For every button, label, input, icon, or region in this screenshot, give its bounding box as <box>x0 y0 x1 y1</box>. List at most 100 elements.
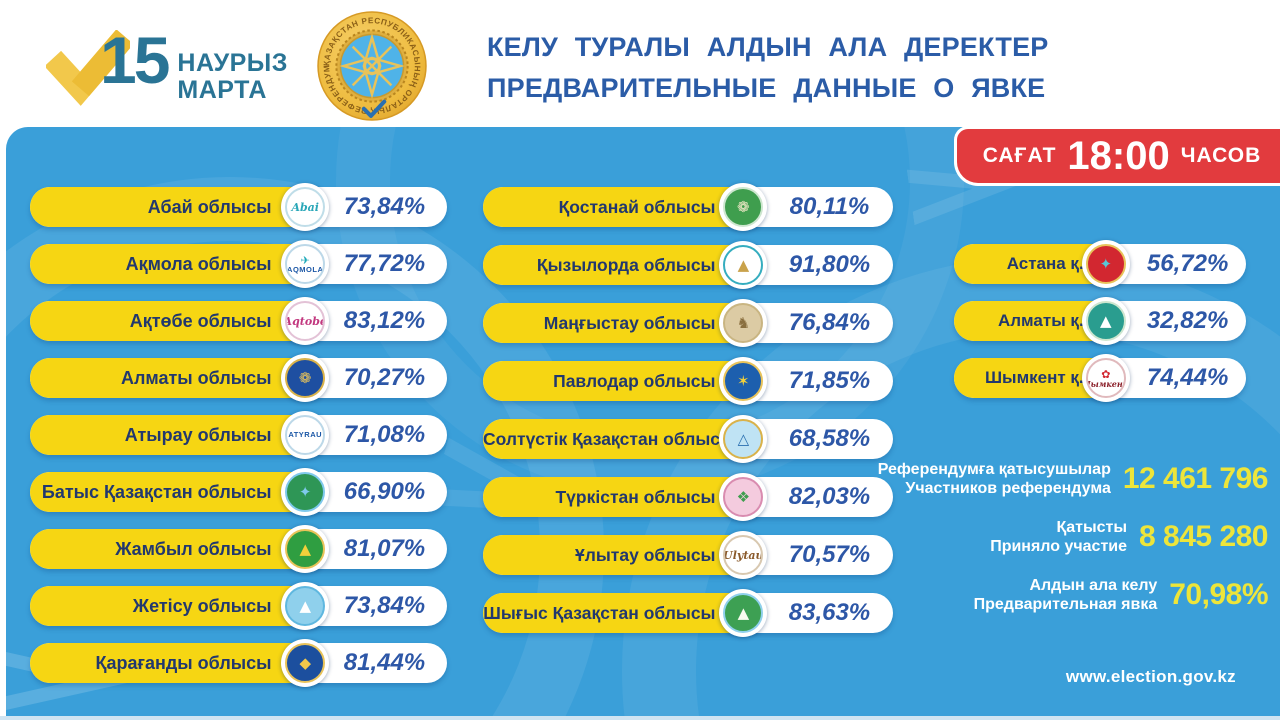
turnout-value: 73,84% <box>343 193 426 220</box>
title-line-ru: ПРЕДВАРИТЕЛЬНЫЕ ДАННЫЕ О ЯВКЕ <box>487 73 1046 103</box>
region-row-aqmola: Ақмола облысы ✈ AQMOLA 77,72% <box>30 240 447 288</box>
atyrau-emblem-icon: ATYRAU <box>281 411 330 459</box>
region-name: Маңғыстау облысы <box>543 313 716 333</box>
stat-participants: Референдумға қатысушылар Участников рефе… <box>872 457 1269 501</box>
qyzylorda-emblem-glyph: ▲ <box>737 255 750 274</box>
region-row-atyrau: Атырау облысы ATYRAU 71,08% <box>30 411 447 459</box>
aqtobe-emblem-icon: Aqtobe <box>281 297 330 345</box>
region-row-almaty-region: Алматы облысы ❁ 70,27% <box>30 354 447 402</box>
region-row-mangystau: Маңғыстау облысы ♞ 76,84% <box>483 299 893 347</box>
turnout-value: 74,44% <box>1146 364 1229 391</box>
region-name: Алматы қ. <box>997 311 1084 330</box>
mangystau-emblem-glyph: ♞ <box>736 313 751 332</box>
soltustik-qazaqstan-emblem-icon: △ <box>719 415 768 463</box>
region-row-aqtobe: Ақтөбе облысы Aqtobe 83,12% <box>30 297 447 345</box>
march-15-logo: 15 НАУРЫЗ МАРТА <box>46 14 288 114</box>
referendum-commission-seal-icon: ҚАЗАҚСТАН РЕСПУБЛИКАСЫНЫҢ ОРТАЛЫҚ РЕФЕРЕ… <box>316 10 427 121</box>
turnout-value: 82,03% <box>788 483 871 510</box>
abai-emblem-label: Abai <box>291 200 319 214</box>
region-name: Қостанай облысы <box>558 197 716 217</box>
region-name: Батыс Қазақстан облысы <box>41 482 272 502</box>
region-name-pill: Қарағанды облысы <box>30 643 314 683</box>
turnout-value: 81,44% <box>343 649 426 676</box>
logo-word-kk: НАУРЫЗ <box>177 49 288 77</box>
region-row-pavlodar: Павлодар облысы ✶ 71,85% <box>483 357 893 405</box>
region-name: Атырау облысы <box>124 425 272 445</box>
turkistan-emblem-glyph: ❖ <box>736 487 751 506</box>
turnout-value: 32,82% <box>1146 307 1229 334</box>
zhambyl-emblem-glyph: ▲ <box>299 539 311 558</box>
turnout-value: 71,08% <box>343 421 426 448</box>
region-name: Абай облысы <box>147 197 272 217</box>
totals-block: Референдумға қатысушылар Участников рефе… <box>872 457 1269 617</box>
zhetisu-emblem-icon: ▲ <box>281 582 330 630</box>
title-line-kk: КЕЛУ ТУРАЛЫ АЛДЫН АЛА ДЕРЕКТЕР <box>487 32 1049 62</box>
region-name-pill: Абай облысы <box>30 187 314 227</box>
region-row-zhambyl: Жамбыл облысы ▲ 81,07% <box>30 525 447 573</box>
region-name-pill: Ақмола облысы <box>30 244 314 284</box>
time-prefix: САҒАТ <box>982 144 1057 167</box>
region-name: Ақмола облысы <box>125 254 272 274</box>
region-name-pill: Солтүстік Қазақстан облысы <box>483 419 750 459</box>
website-link: www.election.gov.kz <box>1065 667 1236 686</box>
turkistan-emblem-icon: ❖ <box>719 473 768 521</box>
mangystau-emblem-icon: ♞ <box>719 299 768 347</box>
time-suffix: ЧАСОВ <box>1180 144 1262 167</box>
region-row-qyzylorda: Қызылорда облысы ▲ 91,80% <box>483 241 893 289</box>
region-name: Ақтөбе облысы <box>129 311 272 331</box>
almaty-city-emblem-glyph: ▲ <box>1100 311 1112 330</box>
stat-labels: Қатысты Приняло участие <box>990 518 1127 556</box>
region-row-shymkent: Шымкент қ.✿Шымкент74,44% <box>954 354 1246 402</box>
turnout-value: 70,57% <box>788 541 871 568</box>
pavlodar-emblem-glyph: ✶ <box>737 371 750 390</box>
region-column-2: Қостанай облысы ❁ 80,11% Қызылорда облысы ▲ 9… <box>483 183 893 637</box>
zhambyl-emblem-icon: ▲ <box>281 525 330 573</box>
aqtobe-emblem-label: Aqtobe <box>285 314 326 328</box>
region-row-abai: Абай облысы Abai 73,84% <box>30 183 447 231</box>
region-name-pill: Атырау облысы <box>30 415 314 455</box>
time-value: 18:00 <box>1067 133 1170 178</box>
turnout-value: 83,63% <box>788 599 871 626</box>
stat-labels: Референдумға қатысушылар Участников рефе… <box>878 460 1111 498</box>
region-name-pill: Түркістан облысы <box>483 477 750 517</box>
ulytau-emblem-label: Ulytau <box>723 548 764 562</box>
region-name-pill: Қызылорда облысы <box>483 245 750 285</box>
page-title: КЕЛУ ТУРАЛЫ АЛДЫН АЛА ДЕРЕКТЕР ПРЕДВАРИТ… <box>487 27 1049 109</box>
region-name: Қызылорда облысы <box>536 255 716 275</box>
qaragandy-emblem-glyph: ◆ <box>299 653 311 672</box>
region-row-qostanai: Қостанай облысы ❁ 80,11% <box>483 183 893 231</box>
shygys-qazaqstan-emblem-glyph: ▲ <box>737 603 750 622</box>
region-name-pill: Батыс Қазақстан облысы <box>30 472 314 512</box>
region-name: Астана қ. <box>1006 254 1084 273</box>
region-name-pill: Ұлытау облысы <box>483 535 750 575</box>
region-name-pill: Алматы облысы <box>30 358 314 398</box>
stat-labels: Алдын ала келу Предварительная явка <box>974 576 1158 614</box>
shymkent-emblem-glyph: ✿ <box>1101 367 1111 381</box>
stat-label-kk: Қатысты <box>1056 519 1128 536</box>
region-name-pill: Павлодар облысы <box>483 361 750 401</box>
qostanai-emblem-icon: ❁ <box>719 183 768 231</box>
turnout-value: 80,11% <box>789 193 870 220</box>
shymkent-emblem-icon: ✿Шымкент <box>1081 354 1130 402</box>
turnout-value: 66,90% <box>343 478 426 505</box>
stat-label-ru: Приняло участие <box>990 538 1128 555</box>
almaty-region-emblem-icon: ❁ <box>281 354 330 402</box>
bottom-strip <box>0 716 1280 720</box>
stat-value: 8 845 280 <box>1139 520 1268 553</box>
stat-label-ru: Участников референдума <box>905 480 1111 497</box>
atyrau-emblem-label: ATYRAU <box>288 430 323 440</box>
region-row-batys-qazaqstan: Батыс Қазақстан облысы ✦ 66,90% <box>30 468 447 516</box>
pavlodar-emblem-icon: ✶ <box>719 357 768 405</box>
region-name-pill: Ақтөбе облысы <box>30 301 314 341</box>
region-row-shygys-qazaqstan: Шығыс Қазақстан облысы ▲ 83,63% <box>483 589 893 637</box>
ulytau-emblem-icon: Ulytau <box>719 531 768 579</box>
region-name: Қарағанды облысы <box>95 653 272 673</box>
stat-took-part: Қатысты Приняло участие 8 845 280 <box>872 515 1268 559</box>
region-row-zhetisu: Жетісу облысы ▲ 73,84% <box>30 582 447 630</box>
region-name: Түркістан облысы <box>555 487 716 507</box>
region-name-pill: Қостанай облысы <box>483 187 750 227</box>
region-name: Жамбыл облысы <box>115 539 272 559</box>
astana-emblem-glyph: ✦ <box>1099 254 1113 273</box>
region-name-pill: Жетісу облысы <box>30 586 314 626</box>
soltustik-qazaqstan-emblem-glyph: △ <box>737 429 750 448</box>
